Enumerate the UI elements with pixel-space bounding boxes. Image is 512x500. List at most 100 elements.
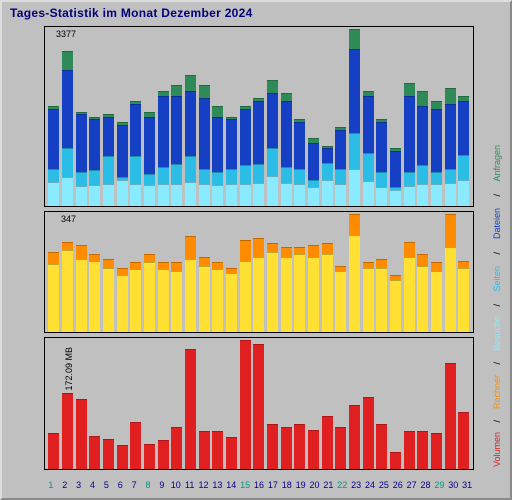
bar-Besuche [349,169,360,206]
legend-sep: / [490,300,504,310]
bar-Volumen [458,412,469,469]
legend-sep: / [490,190,504,200]
x-label: 12 [197,480,211,490]
panel-mid [44,211,474,333]
bar-Volumen [185,349,196,469]
bar-Besuche [253,183,264,206]
x-label: 5 [100,480,114,490]
bar-Besuche [294,184,305,206]
x-label: 26 [391,480,405,490]
bar-Volumen [144,444,155,469]
bar-Besuche [390,190,401,206]
x-label: 23 [349,480,363,490]
x-label: 15 [238,480,252,490]
panel-bot [44,337,474,470]
x-label: 13 [211,480,225,490]
x-label: 24 [363,480,377,490]
bar-r2 [458,268,469,332]
legend-anfragen: Anfragen [490,136,504,190]
x-label: 25 [377,480,391,490]
stats-chart: Tages-Statistik im Monat Dezember 2024 3… [0,0,512,500]
bar-Besuche [417,184,428,206]
bar-r2 [335,271,346,332]
bar-Volumen [62,393,73,469]
bar-Volumen [226,437,237,469]
plot-area [44,26,474,478]
bar-Besuche [130,184,141,206]
bar-r2 [48,264,59,332]
bar-r2 [171,271,182,332]
bar-Volumen [240,340,251,469]
bar-r2 [226,273,237,332]
x-label: 22 [335,480,349,490]
bar-Volumen [199,431,210,469]
bar-Volumen [171,427,182,469]
bar-Besuche [322,180,333,206]
bar-r2 [117,275,128,332]
bar-Besuche [281,183,292,206]
bar-r2 [404,257,415,332]
bar-r2 [431,271,442,332]
x-label: 19 [294,480,308,490]
bar-Volumen [253,344,264,470]
bar-r2 [199,266,210,332]
bar-r2 [253,257,264,332]
x-label: 11 [183,480,197,490]
bar-r2 [308,257,319,332]
bar-Volumen [48,433,59,469]
bar-Besuche [76,186,87,206]
x-label: 7 [127,480,141,490]
bar-Volumen [363,397,374,469]
bar-r2 [158,269,169,331]
y-tick: 172.09 MB [64,347,74,393]
legend-sep: / [490,416,504,426]
bar-Besuche [308,187,319,205]
bar-Volumen [89,436,100,469]
chart-title: Tages-Statistik im Monat Dezember 2024 [2,2,510,20]
bar-Volumen [294,424,305,470]
bar-r2 [267,252,278,332]
bar-r2 [62,250,73,332]
bar-Volumen [376,424,387,470]
x-label: 6 [113,480,127,490]
bar-Volumen [281,427,292,469]
bar-Volumen [130,422,141,469]
bar-Besuche [431,184,442,206]
x-label: 20 [308,480,322,490]
bar-Besuche [89,185,100,206]
bar-Besuche [445,183,456,206]
bar-Volumen [417,431,428,469]
bar-Volumen [431,433,442,469]
panel-top [44,26,474,207]
legend-volumen: Volumen [490,426,504,474]
bar-Besuche [404,186,415,206]
bar-Besuche [62,177,73,206]
legend-sep: / [490,358,504,368]
bar-r2 [89,261,100,332]
bar-Besuche [226,184,237,206]
bar-Volumen [349,405,360,470]
x-label: 29 [433,480,447,490]
bar-Besuche [335,184,346,206]
bar-Volumen [445,363,456,470]
bar-r2 [144,262,155,331]
x-label: 18 [280,480,294,490]
x-label: 21 [322,480,336,490]
legend-rechner: Rechner [490,368,504,416]
bar-Volumen [404,431,415,469]
x-axis: 1234567891011121314151617181920212223242… [44,480,474,490]
bar-Besuche [144,185,155,206]
bar-Volumen [267,424,278,470]
bar-Besuche [212,185,223,206]
bar-r2 [185,259,196,332]
bar-Besuche [267,176,278,205]
x-label: 31 [460,480,474,490]
x-label: 30 [446,480,460,490]
bar-Volumen [76,399,87,469]
x-label: 1 [44,480,58,490]
x-label: 9 [155,480,169,490]
legend-sep: / [490,248,504,258]
bar-Besuche [103,184,114,206]
x-label: 8 [141,480,155,490]
x-label: 4 [86,480,100,490]
